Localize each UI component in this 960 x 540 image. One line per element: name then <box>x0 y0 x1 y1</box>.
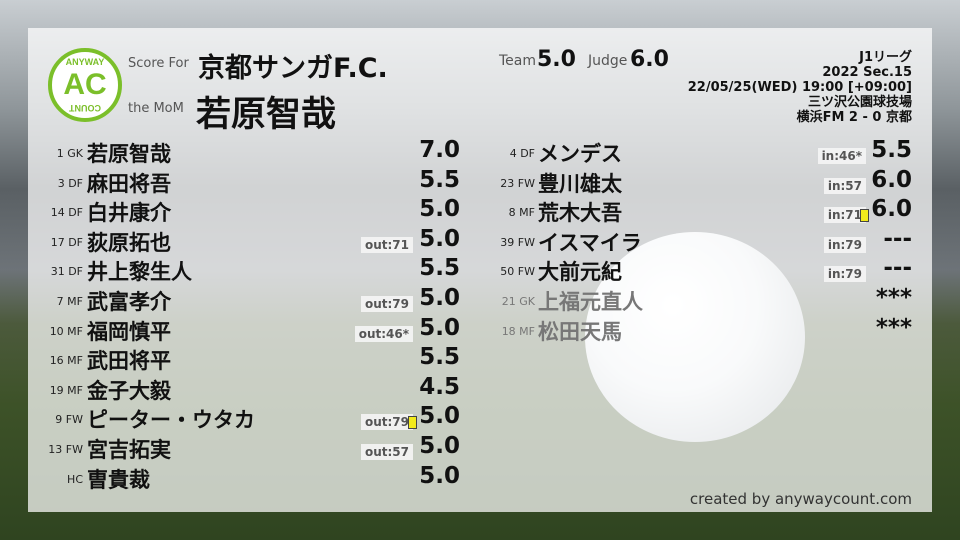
score-for-label: Score For <box>128 56 189 71</box>
player-score: 4.5 <box>419 373 460 400</box>
player-score: 5.0 <box>419 462 460 489</box>
team-score: 5.0 <box>537 47 576 72</box>
player-position: 10 MF <box>49 324 83 338</box>
player-score: 5.0 <box>419 314 460 341</box>
player-name: 上福元直人 <box>538 290 643 314</box>
player-position: 18 MF <box>501 324 535 338</box>
player-position: 16 MF <box>49 354 83 368</box>
player-score: *** <box>875 314 912 341</box>
substitution-tag: in:46* <box>817 148 866 164</box>
player-score: 7.0 <box>419 137 460 163</box>
player-score: --- <box>883 255 912 282</box>
venue: 三ツ沢公園球技場 <box>807 95 912 110</box>
player-name: 若原智哉 <box>87 142 171 166</box>
player-name: 松田天馬 <box>538 319 622 344</box>
team-label: Team <box>499 53 537 69</box>
player-score: --- <box>883 225 912 252</box>
section: 2022 Sec.15 <box>822 65 912 80</box>
player-score: 5.5 <box>871 137 912 163</box>
player-score: 5.0 <box>419 285 460 311</box>
player-position: 23 FW <box>500 176 535 190</box>
player-score: 6.0 <box>871 196 912 223</box>
player-position: 7 MF <box>56 295 83 308</box>
mom-label: the MoM <box>128 101 184 116</box>
player-position: 8 MF <box>508 206 535 220</box>
player-name: 武田将平 <box>87 349 171 374</box>
player-name: ピーター・ウタカ <box>87 408 255 433</box>
substitution-tag: in:71 <box>823 207 866 224</box>
player-position: 39 FW <box>500 235 535 249</box>
player-score: 5.5 <box>419 255 460 282</box>
player-score: 5.0 <box>419 225 460 252</box>
player-position: 31 DF <box>50 265 83 279</box>
substitution-tag: out:71 <box>360 236 413 253</box>
substitution-tag: in:79 <box>823 236 866 253</box>
player-position: HC <box>67 472 83 486</box>
player-name: イスマイラ <box>538 230 642 255</box>
player-name: 荒木大吾 <box>538 201 622 226</box>
player-position: 13 FW <box>48 443 83 456</box>
team-name: 京都サンガF.C. <box>198 53 388 84</box>
player-position: 50 FW <box>500 265 535 279</box>
substitution-tag: out:79 <box>360 414 413 431</box>
rating-panel <box>28 28 932 512</box>
player-score: 6.0 <box>871 166 912 193</box>
player-name: 武富孝介 <box>87 290 171 314</box>
player-position: 17 DF <box>50 235 83 249</box>
player-position: 19 MF <box>49 383 83 397</box>
player-position: 9 FW <box>55 413 83 427</box>
judge-label: Judge <box>588 53 628 69</box>
player-score: 5.5 <box>419 166 460 193</box>
player-score: 5.0 <box>419 403 460 430</box>
league: J1リーグ <box>859 50 912 65</box>
match-datetime: 22/05/25(WED) 19:00 [+09:00] <box>687 80 912 95</box>
judge-score: 6.0 <box>630 47 669 72</box>
player-name: 金子大毅 <box>87 378 171 403</box>
player-score: 5.0 <box>419 196 460 223</box>
player-position: 21 GK <box>501 295 535 308</box>
substitution-tag: in:57 <box>823 177 866 194</box>
player-name: 麻田将吾 <box>87 171 171 196</box>
player-position: 3 DF <box>57 176 83 190</box>
player-name: 白井康介 <box>87 201 171 226</box>
substitution-tag: out:57 <box>360 444 413 460</box>
player-score: 5.0 <box>419 433 460 459</box>
player-position: 4 DF <box>509 147 535 160</box>
credit: created by anywaycount.com <box>689 490 912 508</box>
yellow-card-icon <box>860 209 869 223</box>
player-name: メンデス <box>538 142 622 166</box>
match-result: 横浜FM 2 - 0 京都 <box>796 110 912 125</box>
logo-top-text: ANYWAY <box>65 57 105 67</box>
mom-name: 若原智哉 <box>196 95 337 135</box>
player-name: 豊川雄太 <box>538 171 622 196</box>
yellow-card-icon <box>408 416 417 430</box>
logo-main-text: AC <box>63 68 107 101</box>
player-name: 荻原拓也 <box>87 230 171 255</box>
anywaycount-logo: ANYWAY AC COUNT <box>48 48 122 122</box>
substitution-tag: out:79 <box>360 296 413 312</box>
player-name: 福岡慎平 <box>87 319 171 344</box>
substitution-tag: in:79 <box>823 266 866 283</box>
player-name: 井上黎生人 <box>87 260 192 285</box>
player-position: 1 GK <box>56 147 83 160</box>
substitution-tag: out:46* <box>354 325 413 342</box>
player-name: 曺貴裁 <box>87 467 150 492</box>
player-name: 宮吉拓実 <box>87 438 171 462</box>
match-info: J1リーグ 2022 Sec.15 22/05/25(WED) 19:00 [+… <box>688 50 912 125</box>
player-name: 大前元紀 <box>538 260 622 285</box>
player-score: 5.5 <box>419 344 460 371</box>
logo-bottom-text: COUNT <box>69 103 101 113</box>
player-score: *** <box>875 285 912 311</box>
player-position: 14 DF <box>50 206 83 220</box>
